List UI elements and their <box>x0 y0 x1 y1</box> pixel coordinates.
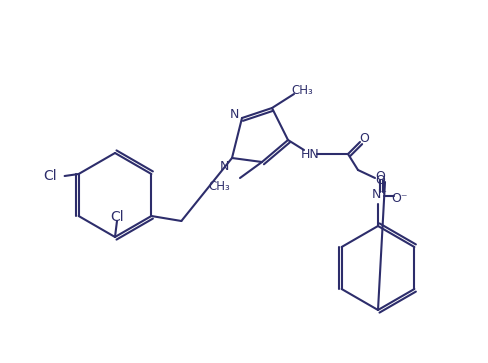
Text: CH₃: CH₃ <box>290 83 312 97</box>
Text: O⁻: O⁻ <box>391 192 407 204</box>
Text: CH₃: CH₃ <box>208 179 229 192</box>
Text: O: O <box>374 170 384 183</box>
Text: O: O <box>374 174 384 187</box>
Text: N⁺: N⁺ <box>371 188 387 200</box>
Text: Cl: Cl <box>110 210 123 224</box>
Text: O: O <box>358 131 368 144</box>
Text: HN: HN <box>300 147 319 160</box>
Text: Cl: Cl <box>43 169 57 183</box>
Text: N: N <box>219 159 228 172</box>
Text: N: N <box>229 109 239 122</box>
